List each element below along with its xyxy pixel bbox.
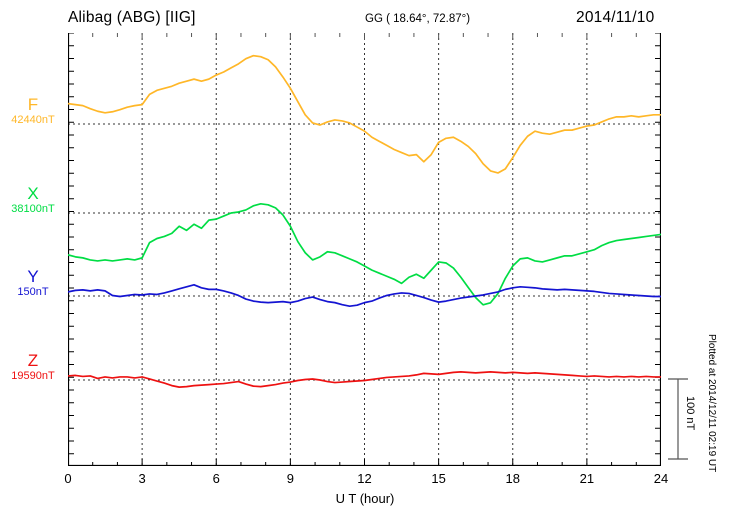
component-label-y: Y 150nT: [0, 267, 66, 299]
trace-y: [68, 283, 661, 308]
component-baseline-x: 38100nT: [11, 203, 55, 215]
scale-bar-label: 100 nT: [684, 396, 696, 431]
x-tick-label-0: 0: [64, 471, 72, 486]
component-baseline-z: 19590nT: [11, 370, 55, 382]
component-baseline-f: 42440nT: [11, 114, 55, 126]
x-tick-label-12: 12: [357, 471, 372, 486]
component-label-x: X 38100nT: [0, 184, 66, 216]
x-tick-label-9: 9: [286, 471, 294, 486]
x-tick-label-15: 15: [431, 471, 446, 486]
component-label-f: F 42440nT: [0, 95, 66, 127]
geographic-coordinates: GG ( 18.64°, 72.87°): [365, 13, 471, 25]
magnetogram-plot: [68, 33, 661, 466]
component-symbol-z: Z: [27, 351, 39, 370]
trace-x: [68, 202, 661, 306]
x-axis-title: U T (hour): [335, 491, 395, 506]
plotted-at-stamp: Plotted at 2014/12/11 02:19 UT: [706, 334, 717, 473]
component-symbol-y: Y: [27, 267, 39, 286]
data-traces: [68, 54, 661, 388]
grid-lines: [141, 33, 588, 466]
x-tick-label-18: 18: [505, 471, 520, 486]
component-symbol-f: F: [27, 95, 39, 114]
x-tick-label-24: 24: [653, 471, 669, 486]
trace-z: [68, 370, 661, 388]
component-symbol-x: X: [27, 184, 39, 203]
x-tick-label-21: 21: [579, 471, 595, 486]
plot-frame: [68, 33, 661, 466]
component-baseline-y: 150nT: [17, 286, 49, 298]
plot-canvas: [68, 33, 661, 466]
observation-date: 2014/11/10: [576, 9, 655, 26]
component-label-z: Z 19590nT: [0, 351, 66, 383]
trace-f: [68, 54, 661, 174]
baseline-reference-lines: [68, 123, 661, 381]
x-tick-label-3: 3: [138, 471, 146, 486]
page-title: Alibag (ABG) [IIG]: [68, 9, 196, 26]
scale-bar: [668, 378, 688, 460]
x-tick-label-6: 6: [212, 471, 220, 486]
